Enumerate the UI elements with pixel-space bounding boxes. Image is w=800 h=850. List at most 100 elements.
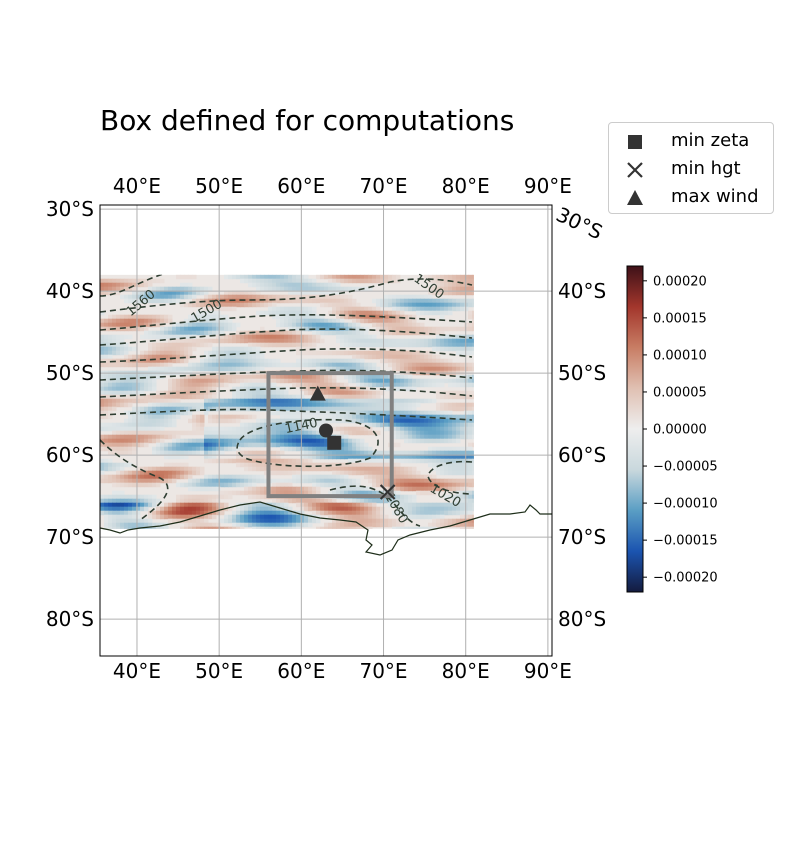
field-cell — [440, 298, 445, 304]
field-cell — [304, 402, 309, 408]
field-cell — [116, 338, 121, 344]
field-cell — [300, 514, 305, 520]
field-cell — [460, 454, 465, 460]
field-cell — [340, 442, 345, 448]
field-cell — [472, 310, 474, 316]
field-cell — [124, 422, 129, 428]
field-cell — [340, 382, 345, 388]
field-cell — [356, 362, 361, 368]
field-cell — [264, 330, 269, 336]
field-cell — [356, 318, 361, 324]
field-cell — [188, 386, 193, 392]
field-cell — [204, 390, 209, 396]
field-cell — [320, 314, 325, 320]
field-cell — [368, 418, 373, 424]
field-cell — [240, 478, 245, 484]
field-cell — [352, 342, 357, 348]
field-cell — [176, 470, 181, 476]
field-cell — [176, 338, 181, 344]
field-cell — [232, 378, 237, 384]
field-cell — [136, 522, 141, 528]
field-cell — [344, 306, 349, 312]
field-cell — [180, 402, 185, 408]
field-cell — [312, 314, 317, 320]
field-cell — [252, 290, 257, 296]
field-cell — [104, 514, 109, 520]
field-cell — [452, 486, 457, 492]
field-cell — [456, 470, 461, 476]
field-cell — [196, 486, 201, 492]
field-cell — [288, 406, 293, 412]
field-cell — [248, 390, 253, 396]
field-cell — [228, 518, 233, 524]
field-cell — [444, 282, 449, 288]
field-cell — [256, 286, 261, 292]
field-cell — [192, 506, 197, 512]
field-cell — [436, 502, 441, 508]
field-cell — [444, 478, 449, 484]
field-cell — [104, 322, 109, 328]
field-cell — [152, 418, 157, 424]
field-cell — [340, 506, 345, 512]
field-cell — [220, 418, 225, 424]
field-cell — [348, 510, 353, 516]
field-cell — [292, 474, 297, 480]
field-cell — [120, 294, 125, 300]
field-cell — [268, 282, 273, 288]
field-cell — [108, 494, 113, 500]
field-cell — [272, 286, 277, 292]
field-cell — [300, 474, 305, 480]
field-cell — [248, 414, 253, 420]
field-cell — [168, 510, 173, 516]
field-cell — [360, 394, 365, 400]
field-cell — [156, 350, 161, 356]
field-cell — [412, 322, 417, 328]
field-cell — [368, 474, 373, 480]
field-cell — [468, 334, 473, 340]
field-cell — [280, 486, 285, 492]
field-cell — [472, 350, 474, 356]
field-cell — [336, 390, 341, 396]
field-cell — [432, 426, 437, 432]
field-cell — [196, 418, 201, 424]
field-cell — [456, 494, 461, 500]
field-cell — [348, 398, 353, 404]
field-cell — [412, 398, 417, 404]
field-cell — [352, 398, 357, 404]
field-cell — [168, 450, 173, 456]
field-cell — [228, 306, 233, 312]
field-cell — [188, 438, 193, 444]
field-cell — [204, 514, 209, 520]
field-cell — [192, 486, 197, 492]
field-cell — [384, 478, 389, 484]
field-cell — [320, 382, 325, 388]
field-cell — [120, 338, 125, 344]
field-cell — [368, 506, 373, 512]
field-cell — [140, 406, 145, 412]
field-cell — [264, 402, 269, 408]
field-cell — [288, 402, 293, 408]
field-cell — [116, 402, 121, 408]
field-cell — [204, 498, 209, 504]
field-cell — [164, 294, 169, 300]
field-cell — [120, 390, 125, 396]
field-cell — [336, 302, 341, 308]
field-cell — [268, 510, 273, 516]
field-cell — [388, 310, 393, 316]
field-cell — [176, 454, 181, 460]
field-cell — [256, 514, 261, 520]
field-cell — [300, 358, 305, 364]
field-cell — [256, 298, 261, 304]
field-cell — [208, 286, 213, 292]
field-cell — [116, 446, 121, 452]
field-cell — [336, 362, 341, 368]
field-cell — [384, 498, 389, 504]
field-cell — [188, 470, 193, 476]
field-cell — [188, 342, 193, 348]
field-cell — [184, 438, 189, 444]
field-cell — [120, 474, 125, 480]
field-cell — [136, 502, 141, 508]
field-cell — [400, 338, 405, 344]
field-cell — [324, 374, 329, 380]
field-cell — [292, 282, 297, 288]
